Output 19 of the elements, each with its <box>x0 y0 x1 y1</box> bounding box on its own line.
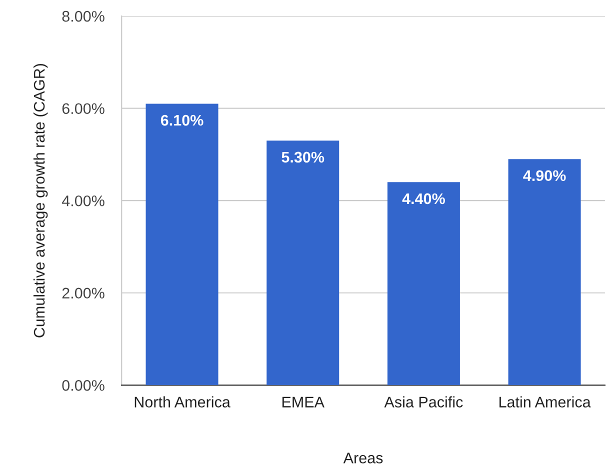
x-tick-label: EMEA <box>282 396 324 408</box>
bar <box>387 182 460 386</box>
y-tick-label: 6.00% <box>62 103 104 114</box>
bar <box>266 140 340 386</box>
x-axis-title: Areas <box>343 452 383 464</box>
data-label: 6.10% <box>160 114 204 126</box>
x-tick-label: North America <box>134 396 230 408</box>
y-tick-label: 4.00% <box>62 195 104 206</box>
y-tick-label: 8.00% <box>62 10 104 22</box>
y-tick-label: 2.00% <box>62 288 104 299</box>
y-axis-title: Cumulative average growth rate (CAGR) <box>33 64 48 338</box>
bar <box>146 104 218 386</box>
x-tick-label: Asia Pacific <box>384 396 463 408</box>
data-label: 4.40% <box>402 193 445 204</box>
data-label: 4.90% <box>523 170 566 182</box>
bar <box>508 159 581 386</box>
data-label: 5.30% <box>282 152 324 163</box>
y-tick-label: 0.00% <box>62 380 104 391</box>
x-tick-label: Latin America <box>500 396 591 408</box>
